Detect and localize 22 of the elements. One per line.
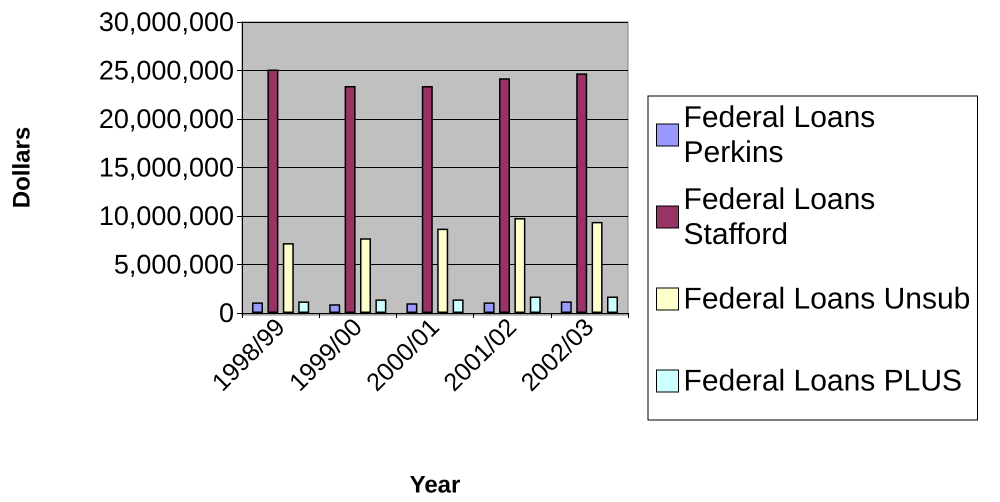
y-tick-label: 10,000,000 [98, 201, 234, 231]
y-tick-label: 5,000,000 [114, 250, 234, 280]
y-tick-label: 15,000,000 [98, 152, 234, 182]
legend-label: Federal Loans PLUS [684, 364, 962, 398]
bar [298, 301, 310, 313]
y-tick-label: 20,000,000 [98, 104, 234, 134]
bar [329, 304, 340, 313]
x-axis-title: Year [410, 472, 460, 498]
y-tick-label: 25,000,000 [98, 56, 234, 86]
y-tick-label: 30,000,000 [98, 7, 234, 37]
bar [375, 299, 386, 313]
y-axis-title: Dollars [8, 126, 36, 208]
bar [484, 302, 495, 313]
bar [560, 301, 572, 313]
legend-label: Federal Loans Unsub [684, 282, 970, 316]
bar [252, 302, 263, 313]
bar [607, 296, 618, 313]
legend-label: Federal Loans Perkins [684, 101, 884, 169]
bar [452, 299, 464, 313]
legend-label: Federal Loans Stafford [684, 183, 884, 251]
bar [530, 296, 541, 313]
bar [406, 303, 418, 313]
